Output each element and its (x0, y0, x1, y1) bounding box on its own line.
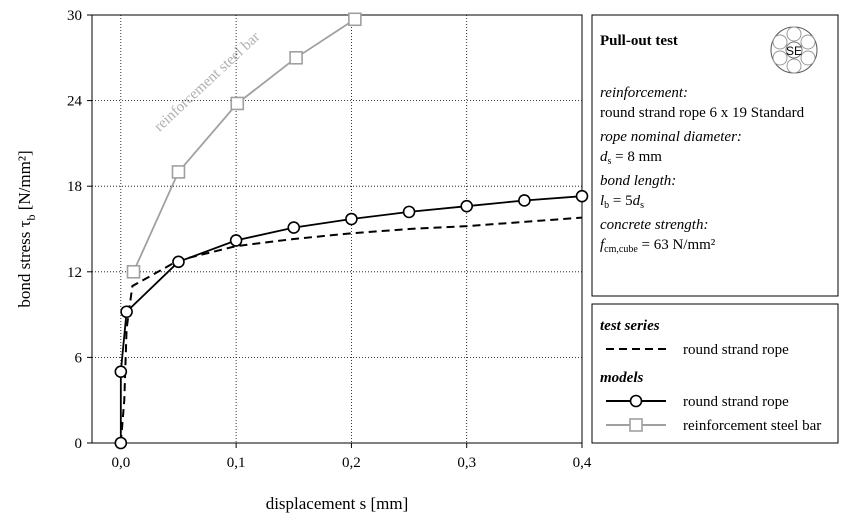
info-label: bond length: (600, 173, 676, 189)
info-label: rope nominal diameter: (600, 129, 742, 145)
info-value: fcm,cube = 63 N/mm² (600, 237, 716, 255)
x-tick-label: 0,3 (457, 455, 476, 471)
x-axis-label: displacement s [mm] (266, 494, 409, 513)
y-label-unit: [N/mm²] (15, 150, 34, 210)
y-tick-label: 30 (67, 8, 82, 24)
legend-label: round strand rope (683, 394, 789, 410)
marker (171, 165, 186, 179)
legend-label: reinforcement steel bar (683, 418, 821, 434)
x-tick-label: 0,1 (227, 455, 246, 471)
y-tick-label: 24 (67, 94, 83, 110)
marker (114, 436, 128, 450)
x-tick-label: 0,0 (111, 455, 130, 471)
subscript: cm,cube (604, 244, 638, 255)
marker (289, 50, 303, 65)
info-value: round strand rope 6 x 19 Standard (600, 105, 805, 121)
text: = 8 mm (611, 149, 662, 165)
info-value: lb = 5ds (600, 193, 644, 211)
logo-text: SE (786, 44, 802, 58)
plot-frame (91, 14, 583, 444)
marker (460, 199, 474, 213)
marker (287, 221, 301, 234)
logo: SE (770, 26, 818, 74)
y-axis-label: bond stress τb [N/mm²] (15, 150, 38, 307)
subscript: s (608, 156, 612, 167)
legend-group-title: models (600, 370, 643, 386)
x-tick-label: 0,2 (342, 455, 361, 471)
info-label: reinforcement: (600, 85, 688, 101)
y-label-sub: b (24, 215, 38, 221)
info-title: Pull-out test (600, 33, 678, 49)
annotation: reinforcement steel bar (151, 29, 263, 135)
marker (345, 212, 358, 226)
y-label-text: bond stress τ (15, 220, 34, 307)
marker (114, 365, 128, 378)
marker (120, 305, 133, 319)
info-value: ds = 8 mm (600, 149, 662, 167)
marker (172, 255, 185, 269)
marker (229, 234, 243, 247)
series-line (119, 216, 583, 444)
x-tick-label: 0,4 (573, 455, 592, 471)
symbol: d (600, 149, 608, 165)
legend-box (591, 303, 839, 444)
y-tick-label: 0 (75, 436, 83, 452)
y-tick-label: 18 (67, 179, 82, 195)
text: = 5 (609, 193, 632, 209)
subscript: s (640, 200, 644, 211)
symbol: l (600, 193, 604, 209)
marker (518, 194, 531, 207)
marker (126, 264, 141, 279)
marker (629, 418, 643, 432)
y-tick-label: 12 (67, 265, 82, 281)
symbol: f (600, 237, 606, 253)
text: = 63 N/mm² (638, 237, 716, 253)
marker (629, 394, 643, 408)
info-box (591, 14, 839, 297)
marker (575, 189, 589, 203)
symbol: d (633, 193, 641, 209)
marker (230, 96, 245, 111)
info-label: concrete strength: (600, 217, 708, 233)
subscript: b (604, 200, 609, 211)
legend-group-title: test series (600, 318, 660, 334)
y-tick-label: 6 (75, 350, 83, 366)
marker (348, 12, 362, 27)
marker (402, 205, 416, 219)
legend-label: round strand rope (683, 342, 789, 358)
